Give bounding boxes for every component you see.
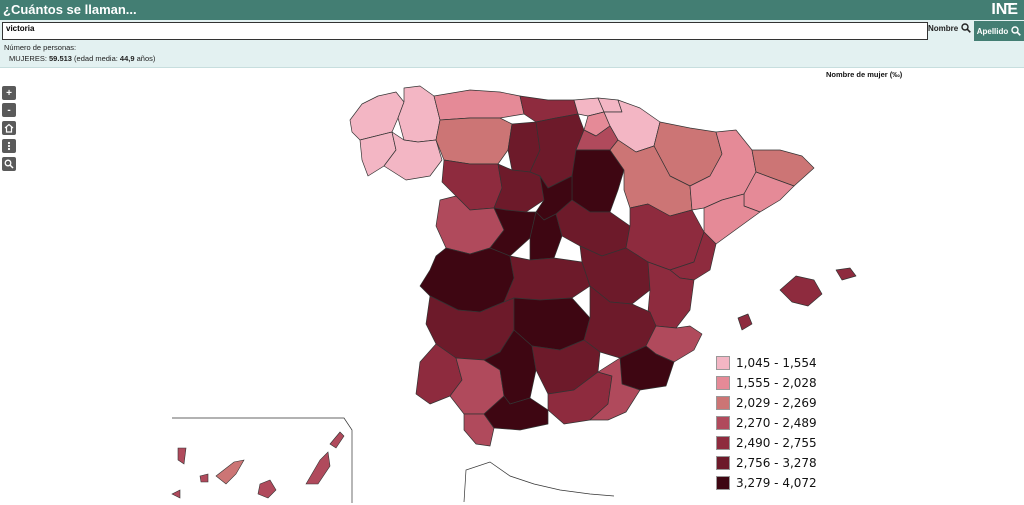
map-search-button[interactable] [2,157,16,171]
legend-item: 3,279 - 4,072 [716,473,817,493]
map-title: Nombre de mujer (‰) [826,70,903,79]
province-baleares-menorca[interactable] [835,267,857,281]
province-toledo[interactable] [503,255,591,303]
north-africa-outline [463,461,615,503]
vertical-dots-icon [7,141,11,151]
legend-item: 1,045 - 1,554 [716,353,817,373]
province-almeria[interactable] [589,357,641,421]
province-a-coruna[interactable] [349,91,405,141]
province-valladolid[interactable] [493,163,545,213]
legend-item: 1,555 - 2,028 [716,373,817,393]
ine-logo[interactable]: INE [991,1,1018,18]
province-cordoba[interactable] [483,329,537,405]
province-asturias[interactable] [433,89,525,121]
legend-swatch [716,456,730,470]
search-icon [961,23,972,33]
nombre-label: Nombre [928,23,959,33]
home-icon [4,123,14,133]
more-options-button[interactable] [2,139,16,153]
legend-swatch [716,356,730,370]
zoom-out-button[interactable]: - [2,103,16,117]
zoom-in-button[interactable]: + [2,86,16,100]
province-santa-cruz-hierro[interactable] [171,489,181,499]
search-input[interactable]: victoria [2,22,928,40]
province-santa-cruz-tenerife[interactable] [215,459,245,485]
count-value: MUJERES: 59.513 (edad media: 44,9 años) [9,54,156,63]
app-title: ¿Cuántos se llaman... [3,2,137,17]
legend-item: 2,029 - 2,269 [716,393,817,413]
province-leon[interactable] [435,117,513,165]
top-bar: ¿Cuántos se llaman... INE [0,0,1024,20]
search-icon [4,159,14,169]
search-by-nombre-button[interactable]: Nombre [928,23,972,33]
home-button[interactable] [2,121,16,135]
province-lugo[interactable] [397,85,441,143]
map-legend: 1,045 - 1,554 1,555 - 2,028 2,029 - 2,26… [716,353,817,493]
legend-swatch [716,416,730,430]
province-santa-cruz-la-palma[interactable] [177,447,187,465]
result-info: Número de personas: MUJERES: 59.513 (eda… [0,42,1024,68]
legend-item: 2,270 - 2,489 [716,413,817,433]
count-label: Número de personas: [4,43,77,52]
legend-swatch [716,376,730,390]
province-malaga[interactable] [483,395,549,431]
legend-swatch [716,436,730,450]
province-las-palmas-fuerteventura[interactable] [305,451,331,485]
province-cuenca[interactable] [579,245,651,305]
search-icon [1011,26,1022,36]
province-las-palmas-gran-canaria[interactable] [257,479,277,499]
province-ourense[interactable] [383,131,443,181]
search-bar: victoria [0,20,1024,42]
legend-swatch [716,476,730,490]
province-las-palmas-lanzarote[interactable] [329,431,345,449]
province-baleares-mallorca[interactable] [779,275,823,307]
search-by-apellido-button[interactable]: Apellido [974,21,1024,41]
apellido-label: Apellido [976,26,1009,36]
province-santa-cruz-gomera[interactable] [199,473,209,483]
province-baleares-ibiza[interactable] [737,313,753,331]
legend-item: 2,490 - 2,755 [716,433,817,453]
province-madrid[interactable] [529,211,563,261]
legend-swatch [716,396,730,410]
legend-item: 2,756 - 3,278 [716,453,817,473]
canary-islands-inset-frame [172,417,353,503]
